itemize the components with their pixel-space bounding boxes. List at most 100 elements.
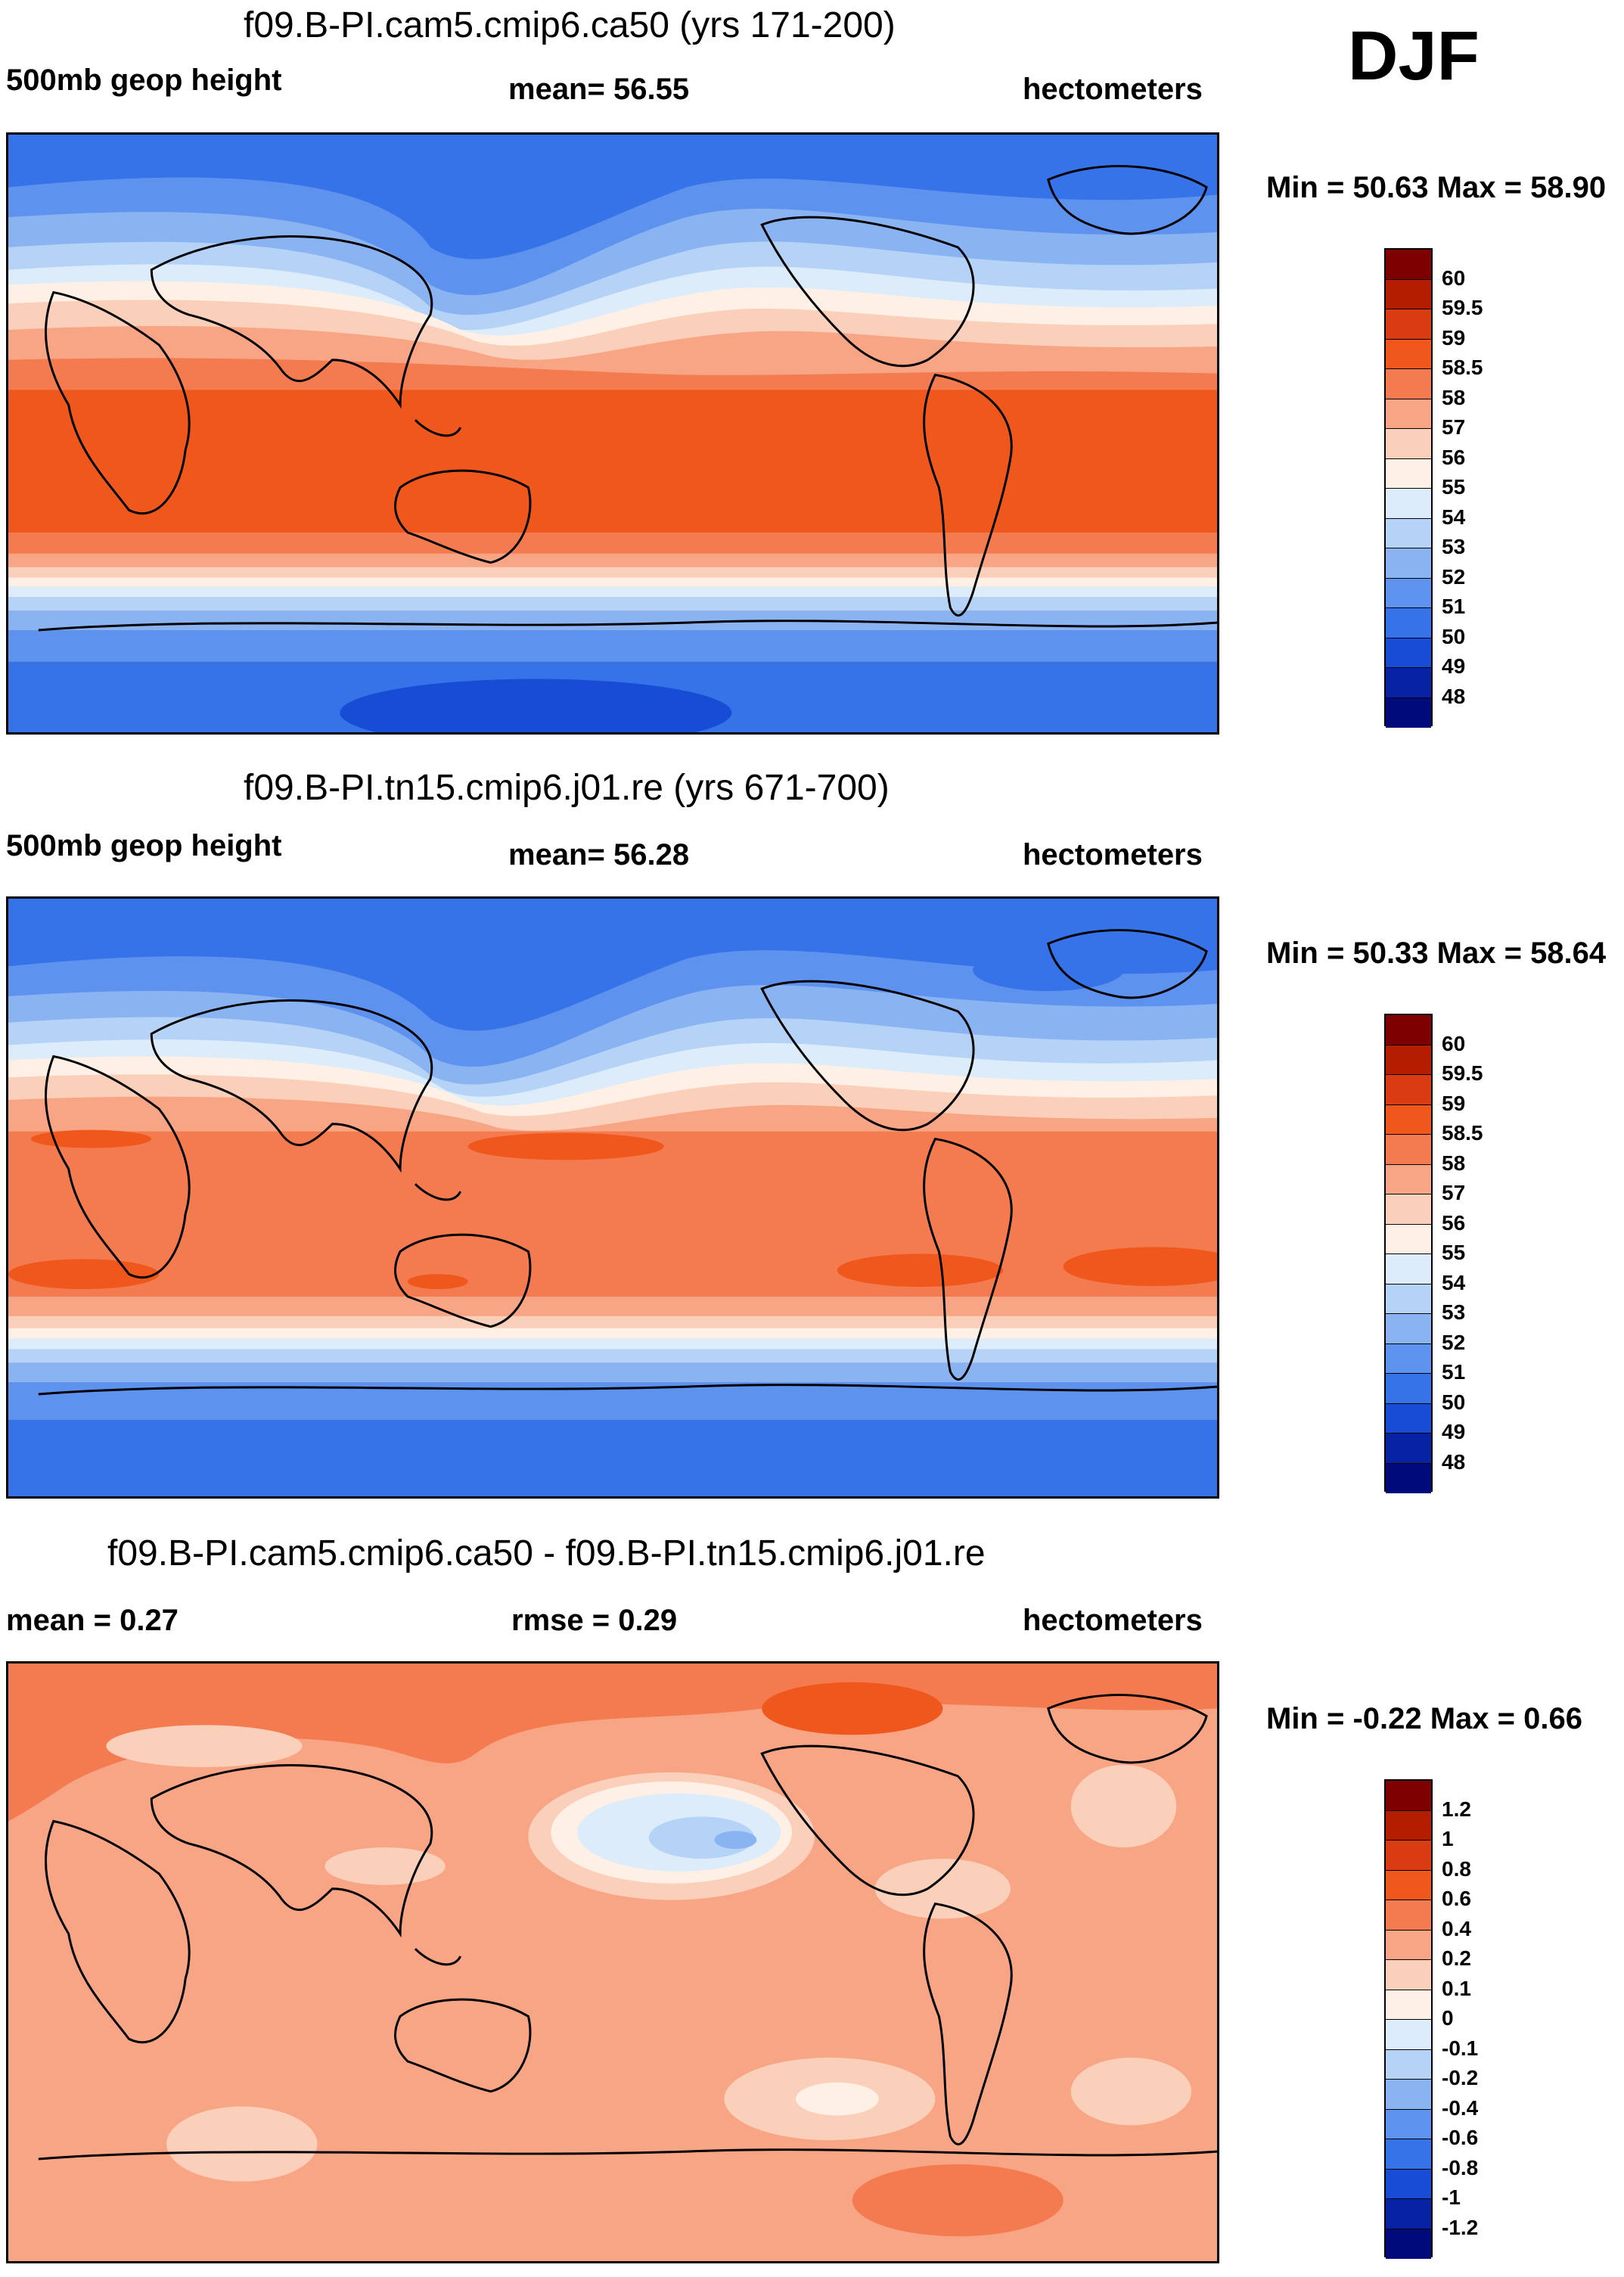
p2-band <box>8 1419 1217 1496</box>
p3-cbar-seg-7 <box>1386 1960 1431 1990</box>
p2-cbar-seg-11 <box>1386 1314 1431 1344</box>
p3-coastlines <box>38 1694 1217 2161</box>
panel2-units-label: hectometers <box>1023 838 1203 871</box>
p3-band <box>324 1847 446 1885</box>
p2-cbar-seg-16 <box>1386 1463 1431 1493</box>
season-label: DJF <box>1348 17 1480 95</box>
p2-cbar-seg-10 <box>1386 1284 1431 1314</box>
p1-cbar-seg-9 <box>1386 489 1431 519</box>
p2-tick: 49 <box>1442 1420 1466 1443</box>
p3-tick: -0.4 <box>1442 2095 1479 2120</box>
panel3-mean-label: mean = 0.27 <box>6 1604 179 1637</box>
p2-tick: 56 <box>1442 1210 1466 1235</box>
p1-band <box>8 597 1217 611</box>
p1-band <box>340 679 732 732</box>
p2-cbar-seg-9 <box>1386 1254 1431 1285</box>
p2-tick: 51 <box>1442 1360 1466 1384</box>
p3-cbar-seg-15 <box>1386 2199 1431 2229</box>
panel2-map-svg <box>8 899 1217 1496</box>
p2-tick: 57 <box>1442 1181 1466 1204</box>
p3-cbar-seg-3 <box>1386 1841 1431 1871</box>
p3-cbar-seg-9 <box>1386 2020 1431 2050</box>
p1-tick: 59.5 <box>1442 296 1483 319</box>
p3-tick: -0.1 <box>1442 2036 1479 2060</box>
p3-cbar-seg-12 <box>1386 2109 1431 2139</box>
p2-cbar-seg-15 <box>1386 1434 1431 1464</box>
p2-band <box>460 990 521 1017</box>
panel3-units-label: hectometers <box>1023 1604 1203 1637</box>
p3-tick: -0.8 <box>1442 2155 1479 2179</box>
p1-band <box>8 390 1217 533</box>
p3-band <box>852 2164 1064 2237</box>
p1-band <box>8 610 1217 631</box>
panel1-minmax-label: Min = 50.63 Max = 58.90 <box>1266 171 1607 204</box>
p2-band <box>8 1259 160 1290</box>
p3-tick: 1 <box>1442 1827 1454 1850</box>
panel3-rmse-label: rmse = 0.29 <box>511 1604 678 1637</box>
p2-cbar-seg-7 <box>1386 1194 1431 1225</box>
p2-cbar-seg-5 <box>1386 1135 1431 1165</box>
panel3-colorbar <box>1384 1779 1433 2259</box>
p2-tick: 53 <box>1442 1300 1466 1324</box>
p3-tick: -1 <box>1442 2185 1461 2209</box>
panel2-variable-label: 500mb geop height <box>6 829 282 862</box>
p2-cbar-seg-14 <box>1386 1403 1431 1434</box>
p2-band <box>973 949 1124 992</box>
p1-tick: 50 <box>1442 624 1466 648</box>
p2-tick: 50 <box>1442 1390 1466 1414</box>
p3-cbar-seg-5 <box>1386 1900 1431 1931</box>
p3-tick: 1.2 <box>1442 1797 1471 1821</box>
p2-tick: 55 <box>1442 1241 1466 1264</box>
p1-band <box>8 533 1217 554</box>
p3-band <box>1070 1764 1177 1848</box>
p1-tick: 54 <box>1442 505 1466 529</box>
panel1-map-svg <box>8 135 1217 732</box>
panel3-minmax-label: Min = -0.22 Max = 0.66 <box>1266 1702 1582 1735</box>
p3-tick: 0.2 <box>1442 1946 1471 1970</box>
p1-cbar-seg-6 <box>1386 399 1431 429</box>
p1-cbar-seg-8 <box>1386 458 1431 489</box>
panel2-title: f09.B-PI.tn15.cmip6.j01.re (yrs 671-700) <box>244 768 890 808</box>
p1-band <box>8 567 1217 578</box>
p1-band <box>8 630 1217 662</box>
p2-tick: 58.5 <box>1442 1121 1483 1145</box>
p2-band <box>8 1362 1217 1383</box>
p2-tick: 48 <box>1442 1449 1466 1474</box>
panel1-map <box>6 132 1219 735</box>
p1-cbar-seg-16 <box>1386 697 1431 728</box>
p2-cbar-seg-13 <box>1386 1374 1431 1404</box>
p2-cbar-seg-12 <box>1386 1344 1431 1374</box>
p2-band <box>1063 1247 1217 1287</box>
p3-band <box>1070 2058 1192 2126</box>
p2-cbar-seg-4 <box>1386 1104 1431 1135</box>
p3-cbar-seg-1 <box>1386 1781 1431 1811</box>
p2-tick: 59.5 <box>1442 1061 1483 1085</box>
p3-cbar-seg-11 <box>1386 2080 1431 2110</box>
p1-tick: 52 <box>1442 564 1466 589</box>
p1-cbar-seg-3 <box>1386 309 1431 340</box>
p3-tick: 0 <box>1442 2006 1454 2030</box>
p2-band <box>8 1349 1217 1363</box>
p3-band <box>106 1725 303 1767</box>
p1-cbar-seg-1 <box>1386 250 1431 280</box>
p2-cbar-seg-3 <box>1386 1075 1431 1105</box>
p2-band <box>30 1129 152 1148</box>
p3-tick: -0.2 <box>1442 2066 1479 2089</box>
p2-band <box>8 1328 1217 1339</box>
p3-band <box>874 1859 1011 1919</box>
p1-tick: 51 <box>1442 595 1466 618</box>
panel1-mean-label: mean= 56.55 <box>508 73 690 106</box>
p2-tick: 60 <box>1442 1031 1466 1055</box>
p1-tick: 60 <box>1442 266 1466 290</box>
p3-cbar-seg-8 <box>1386 1990 1431 2020</box>
p1-tick: 58 <box>1442 385 1466 409</box>
p1-cbar-seg-12 <box>1386 578 1431 608</box>
p1-band <box>8 577 1217 587</box>
p2-cbar-seg-8 <box>1386 1224 1431 1254</box>
panel1-variable-label: 500mb geop height <box>6 64 282 97</box>
p1-cbar-seg-15 <box>1386 668 1431 698</box>
p3-tick: 0.6 <box>1442 1887 1471 1910</box>
p3-cbar-seg-4 <box>1386 1870 1431 1900</box>
panel3-map <box>6 1661 1219 2263</box>
p2-cbar-seg-6 <box>1386 1164 1431 1194</box>
